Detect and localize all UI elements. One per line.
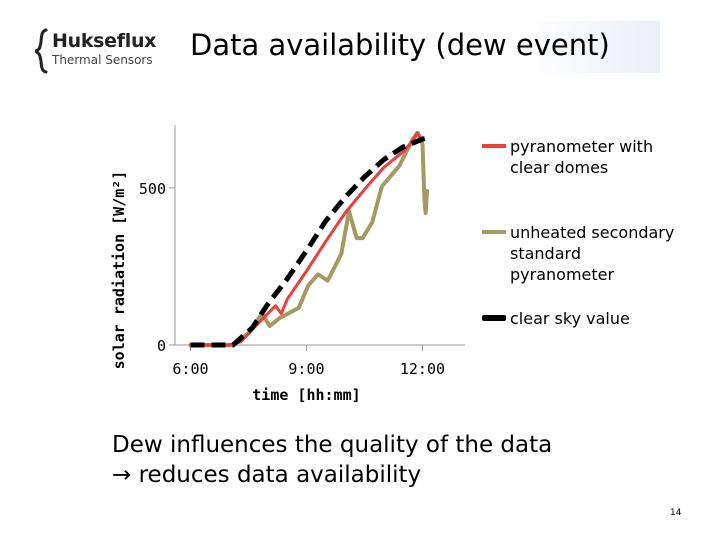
arrow-icon: → [112, 462, 132, 488]
legend-swatch-pyranometer [482, 144, 506, 148]
logo-subtitle: Thermal Sensors [52, 53, 153, 67]
caption-line-2: → reduces data availability [112, 460, 672, 490]
series-line-2 [190, 135, 429, 348]
caption-line-1: Dew influences the quality of the data [112, 432, 553, 458]
x-tick-label: 9:00 [288, 360, 324, 378]
page-title: Data availability (dew event) [190, 28, 610, 62]
y-tick-label: 0 [157, 337, 166, 355]
title-bar: Data availability (dew event) [178, 21, 660, 73]
legend-label-pyranometer: pyranometer with clear domes [510, 137, 654, 177]
y-tick-label: 500 [139, 180, 166, 198]
company-logo: Hukseflux Thermal Sensors [34, 28, 164, 74]
caption-line-2-text: reduces data availability [131, 462, 422, 488]
legend-swatch-clear-sky [482, 315, 506, 321]
x-tick-label: 6:00 [172, 360, 208, 378]
legend-label-unheated: unheated secondary standard pyranometer [510, 223, 675, 284]
brace-logo-icon [34, 28, 48, 74]
page-number: 14 [670, 508, 682, 518]
legend-item-clear-sky: clear sky value [482, 308, 682, 329]
legend-swatch-unheated [482, 230, 506, 234]
x-tick-label: 12:00 [400, 360, 445, 378]
legend-item-unheated: unheated secondary standard pyranometer [482, 222, 682, 308]
legend-label-clear-sky: clear sky value [510, 309, 630, 328]
series-line-1 [188, 130, 430, 347]
series-line-0 [189, 131, 424, 347]
chart-legend: pyranometer with clear domes unheated se… [482, 136, 682, 329]
logo-name: Hukseflux [52, 30, 157, 52]
legend-item-pyranometer: pyranometer with clear domes [482, 136, 682, 222]
slide-caption: Dew influences the quality of the data →… [112, 430, 672, 490]
x-axis-label: time [hh:mm] [252, 386, 360, 404]
y-axis-label: solar radiation [W/m²] [110, 171, 128, 370]
